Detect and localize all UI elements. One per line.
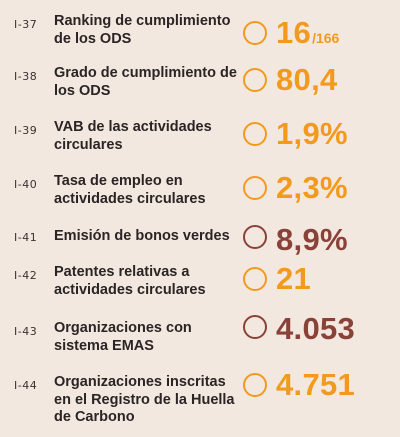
ring-icon [243, 176, 267, 200]
ring-icon [243, 21, 267, 45]
indicator-label: Tasa de empleo en actividades circulares [54, 173, 206, 207]
indicator-label: Grado de cumplimiento de los ODS [54, 65, 237, 99]
indicator-label: Emisión de bonos verdes [54, 228, 230, 244]
indicator-code: I-44 [14, 379, 38, 392]
indicator-value: 8,9% [276, 222, 348, 257]
indicator-label: Ranking de cumplimiento de los ODS [54, 13, 231, 47]
indicator-label: Organizaciones inscritas en el Registro … [54, 374, 235, 425]
indicator-value: 2,3% [276, 170, 348, 205]
indicator-value: 21 [276, 261, 312, 296]
indicator-value: 4.053 [276, 311, 356, 346]
ring-icon [243, 122, 267, 146]
ring-icon [243, 225, 267, 249]
indicator-unit: /166 [312, 30, 340, 46]
indicator-code: I-43 [14, 325, 38, 338]
indicator-value: 4.751 [276, 367, 356, 402]
indicator-label: VAB de las actividades circulares [54, 119, 212, 153]
indicator-value: 80,4 [276, 62, 338, 97]
indicator-value: 16/166 [276, 15, 340, 50]
indicator-code: I-40 [14, 178, 38, 191]
indicator-code: I-37 [14, 18, 38, 31]
ring-icon [243, 315, 267, 339]
indicator-code: I-38 [14, 70, 38, 83]
ring-icon [243, 267, 267, 291]
indicator-value: 1,9% [276, 116, 348, 151]
indicator-label: Patentes relativas a actividades circula… [54, 264, 206, 298]
indicator-label: Organizaciones con sistema EMAS [54, 320, 192, 354]
ring-icon [243, 68, 267, 92]
indicator-code: I-42 [14, 269, 38, 282]
indicator-code: I-39 [14, 124, 38, 137]
ring-icon [243, 373, 267, 397]
indicator-code: I-41 [14, 231, 38, 244]
